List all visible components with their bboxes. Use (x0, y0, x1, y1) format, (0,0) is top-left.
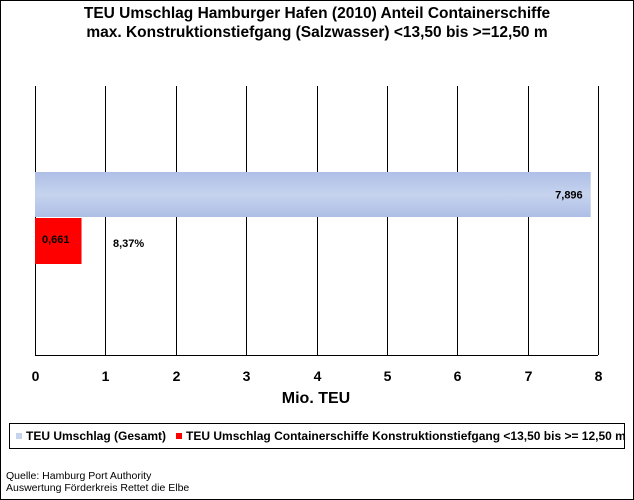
bar-total-value-label: 7,896 (555, 190, 583, 202)
x-tick-label-3: 3 (243, 368, 251, 384)
bar-total (35, 172, 591, 217)
bar-subset (35, 218, 82, 264)
bar-subset-value-label: 0,661 (42, 234, 70, 246)
legend: TEU Umschlag (Gesamt) TEU Umschlag Conta… (9, 423, 626, 449)
chart-title-line-2: max. Konstruktionstiefgang (Salzwasser) … (86, 24, 548, 41)
x-tick-label-4: 4 (314, 368, 322, 384)
legend-swatch-total (16, 433, 22, 439)
share-percentage-label: 8,37% (113, 238, 144, 250)
x-tick-label-1: 1 (102, 368, 110, 384)
legend-label-total: TEU Umschlag (Gesamt) (26, 429, 167, 443)
evaluation-line: Auswertung Förderkreis Rettet die Elbe (6, 482, 190, 494)
x-tick-label-8: 8 (595, 368, 603, 384)
legend-swatch-subset (176, 433, 183, 439)
source-line: Quelle: Hamburg Port Authority (6, 470, 152, 482)
legend-entry-total: TEU Umschlag (Gesamt) (16, 429, 166, 443)
legend-label-subset: TEU Umschlag Containerschiffe Konstrukti… (186, 429, 626, 443)
x-tick-label-7: 7 (525, 368, 533, 384)
x-tick-label-2: 2 (173, 368, 181, 384)
legend-entry-subset: TEU Umschlag Containerschiffe Konstrukti… (176, 429, 626, 443)
chart-title-line-1: TEU Umschlag Hamburger Hafen (2010) Ante… (83, 5, 551, 22)
source-note: Quelle: Hamburg Port Authority Auswertun… (6, 470, 189, 494)
x-tick-label-5: 5 (384, 368, 392, 384)
x-axis-title: Mio. TEU (282, 390, 350, 407)
x-tick-label-6: 6 (454, 368, 462, 384)
chart-title: TEU Umschlag Hamburger Hafen (2010) Ante… (0, 4, 634, 42)
x-tick-label-0: 0 (32, 368, 40, 384)
